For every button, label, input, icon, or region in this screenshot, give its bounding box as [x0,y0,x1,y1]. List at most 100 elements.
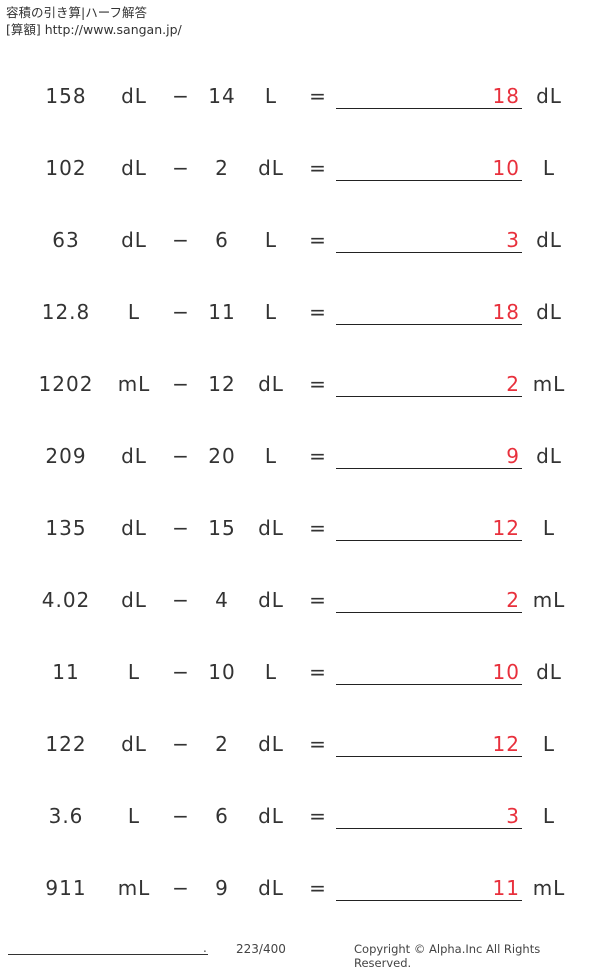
page-footer: . 223/400 Copyright © Alpha.Inc All Righ… [0,940,600,970]
problem-row: 4.02 dL − 4 dL = 2 mL [0,565,600,637]
minuend: 158 [45,84,87,108]
problem-row: 158 dL −14 L = 18 dL [0,61,600,133]
minuend: 4.02 [41,588,91,612]
answer-unit: mL [532,588,566,612]
equals-sign: = [309,876,327,900]
minuend: 122 [45,732,87,756]
minuend-unit: mL [117,372,151,396]
minuend: 1202 [38,372,94,396]
minus-sign: − [172,516,190,540]
answer-line [336,540,522,541]
minus-sign: − [172,156,190,180]
answer-unit: dL [536,300,562,324]
minus-sign: − [172,372,190,396]
minuend-unit: L [127,804,141,828]
minus-sign: − [172,660,190,684]
subtrahend-unit: dL [258,588,284,612]
minuend-unit: dL [121,444,147,468]
subtrahend-unit: L [264,84,278,108]
answer-line [336,324,522,325]
answer: 18 [492,84,520,108]
answer-line [336,396,522,397]
minuend-unit: L [127,660,141,684]
problem-row: 63 dL − 6 L = 3 dL [0,205,600,277]
subtrahend-unit: L [264,444,278,468]
answer-line [336,828,522,829]
answer-line [336,756,522,757]
subtrahend: 11 [208,300,236,324]
answer-line [336,252,522,253]
answer: 2 [506,588,520,612]
equals-sign: = [309,300,327,324]
equals-sign: = [309,444,327,468]
minus-sign: − [172,444,190,468]
problem-row: 1202 mL −12 dL = 2 mL [0,349,600,421]
subtrahend-unit: dL [258,876,284,900]
subtrahend: 9 [215,876,229,900]
equals-sign: = [309,804,327,828]
answer-unit: L [542,804,556,828]
answer-line [336,180,522,181]
subtrahend-unit: dL [258,804,284,828]
minuend: 209 [45,444,87,468]
subtrahend: 4 [215,588,229,612]
name-line [8,954,208,955]
minuend-unit: dL [121,84,147,108]
equals-sign: = [309,156,327,180]
problem-row: 122 dL − 2 dL = 12 L [0,709,600,781]
subtrahend-unit: dL [258,516,284,540]
answer: 10 [492,156,520,180]
problem-row: 12.8 L −11 L = 18 dL [0,277,600,349]
answer-unit: dL [536,84,562,108]
problem-row: 11 L −10 L = 10 dL [0,637,600,709]
answer-unit: mL [532,372,566,396]
answer: 12 [492,516,520,540]
minuend: 135 [45,516,87,540]
answer-line [336,612,522,613]
problem-list: 158 dL −14 L = 18 dL 102 dL −2 dL = 10 L 63 dL −6 L = 3 dL 12… [0,61,600,925]
minuend-unit: L [127,300,141,324]
minus-sign: − [172,300,190,324]
minuend: 102 [45,156,87,180]
answer: 12 [492,732,520,756]
subtrahend-unit: L [264,300,278,324]
answer: 3 [506,228,520,252]
equals-sign: = [309,588,327,612]
problem-row: 135 dL −15 dL = 12 L [0,493,600,565]
problem-row: 911 mL −9 dL = 11 mL [0,853,600,925]
subtrahend: 12 [208,372,236,396]
subtrahend: 20 [208,444,236,468]
equals-sign: = [309,516,327,540]
answer: 3 [506,804,520,828]
subtrahend-unit: L [264,228,278,252]
minuend-unit: dL [121,228,147,252]
subtrahend: 6 [215,804,229,828]
subtrahend: 14 [208,84,236,108]
subtrahend-unit: dL [258,372,284,396]
answer: 11 [492,876,520,900]
subtrahend: 2 [215,732,229,756]
minuend: 63 [52,228,80,252]
equals-sign: = [309,732,327,756]
minus-sign: − [172,876,190,900]
minus-sign: − [172,84,190,108]
subtrahend-unit: L [264,660,278,684]
answer-unit: dL [536,228,562,252]
answer-unit: mL [532,876,566,900]
equals-sign: = [309,660,327,684]
minuend-unit: mL [117,876,151,900]
problem-row: 209 dL −20 L = 9 dL [0,421,600,493]
subtrahend: 6 [215,228,229,252]
subtrahend-unit: dL [258,156,284,180]
answer-line [336,108,522,109]
copyright: Copyright © Alpha.Inc All Rights Reserve… [354,942,541,970]
minuend: 911 [45,876,87,900]
answer-unit: L [542,156,556,180]
minuend: 11 [52,660,80,684]
subtrahend: 2 [215,156,229,180]
subtrahend: 15 [208,516,236,540]
minuend-unit: dL [121,588,147,612]
page-number: 223/400 [236,942,286,956]
minus-sign: − [172,228,190,252]
answer-unit: L [542,516,556,540]
